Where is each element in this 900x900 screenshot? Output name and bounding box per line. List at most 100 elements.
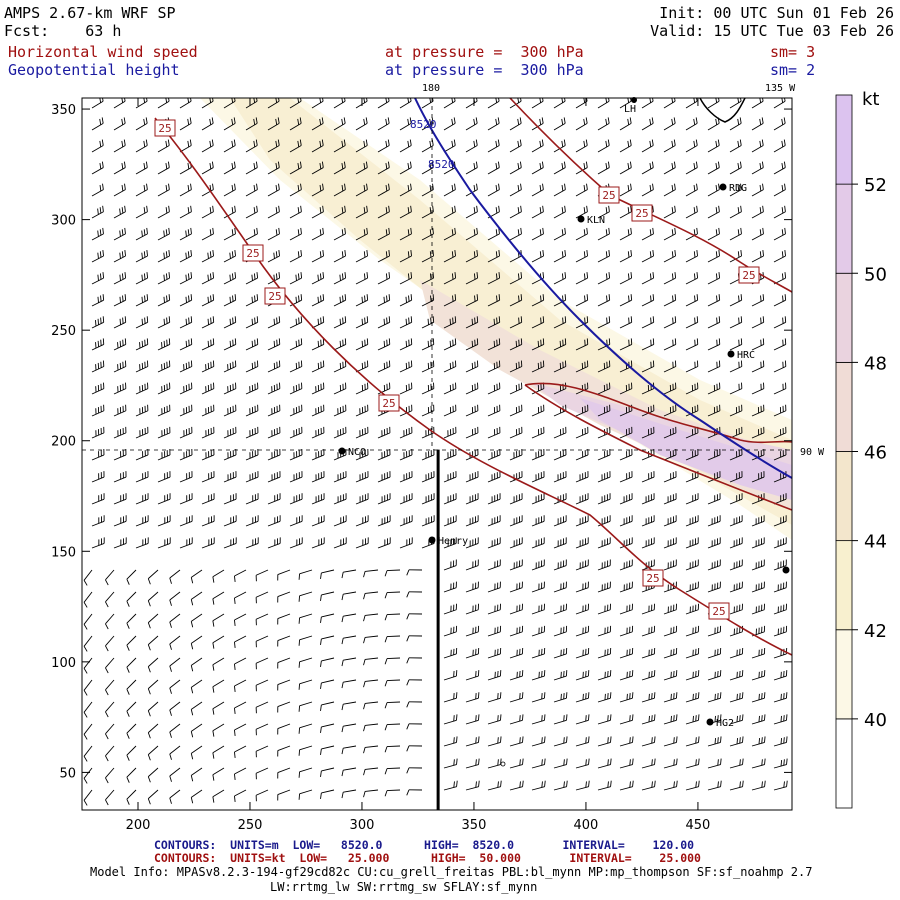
- wind-barb-shaft: [333, 299, 346, 307]
- wind-barb-flag: [320, 594, 322, 601]
- wind-barb-shaft: [113, 277, 126, 285]
- wind-barb-shaft: [443, 299, 456, 307]
- wind-barb-flag: [544, 736, 546, 743]
- wind-barb-shaft: [553, 233, 566, 241]
- wind-barb-flag: [563, 737, 565, 744]
- wind-barb-shaft: [386, 591, 401, 594]
- wind-barb-flag: [407, 229, 410, 236]
- wind-barb-flag: [561, 140, 564, 147]
- wind-barb-shaft: [333, 211, 346, 219]
- wind-barb-flag: [522, 758, 524, 765]
- wind-barb-flag: [366, 205, 368, 212]
- wind-barb-shaft: [421, 366, 434, 373]
- wind-barb-shaft: [597, 653, 611, 659]
- wind-barb-flag: [783, 715, 785, 722]
- wind-barb-flag: [209, 251, 212, 258]
- wind-barb-shaft: [399, 255, 412, 263]
- wind-barb-shaft: [201, 255, 214, 263]
- wind-barb-shaft: [685, 189, 698, 197]
- wind-barb-shaft: [553, 587, 567, 593]
- wind-barb-shaft: [234, 723, 247, 731]
- wind-barb-flag: [300, 294, 303, 301]
- wind-barb-shaft: [685, 211, 698, 219]
- wind-barb-flag: [478, 736, 480, 743]
- wind-barb-flag: [651, 139, 654, 146]
- wind-barb-shaft: [641, 432, 655, 439]
- wind-barb-shaft: [465, 742, 479, 747]
- wind-barb-shaft: [355, 122, 368, 131]
- wind-barb-flag: [495, 273, 498, 280]
- wind-barb-shaft: [267, 255, 280, 263]
- wind-barb-shaft: [707, 321, 720, 329]
- wind-barb-shaft: [126, 591, 137, 602]
- wind-barb-shaft: [575, 786, 589, 791]
- wind-barb-flag: [759, 140, 762, 147]
- wind-barb-shaft: [377, 410, 391, 417]
- wind-barb-flag: [406, 657, 410, 664]
- wind-barb-shaft: [201, 366, 214, 373]
- wind-barb-flag: [784, 294, 787, 301]
- wind-barb-flag: [99, 229, 102, 236]
- wind-barb-shaft: [91, 520, 105, 527]
- wind-barb-shaft: [179, 321, 192, 329]
- wind-barb-flag: [166, 295, 168, 302]
- wind-barb-flag: [454, 183, 456, 190]
- wind-barb-flag: [319, 185, 322, 192]
- wind-barb-shaft: [619, 675, 633, 681]
- wind-barb-shaft: [365, 657, 379, 660]
- wind-barb-shaft: [255, 701, 269, 708]
- wind-barb-flag: [388, 249, 390, 257]
- wind-barb-shaft: [135, 100, 148, 109]
- wind-barb-shaft: [399, 277, 412, 285]
- wind-barb-shaft: [157, 321, 170, 329]
- wind-barb-flag: [410, 272, 413, 279]
- wind-barb-shaft: [465, 719, 479, 725]
- wind-barb-shaft: [267, 233, 280, 241]
- wind-barb-flag: [742, 780, 744, 787]
- wind-barb-flag: [517, 273, 520, 280]
- wind-barb-flag: [366, 227, 368, 234]
- wind-barb-flag: [231, 251, 234, 258]
- wind-barb-shaft: [157, 542, 171, 549]
- wind-barb-shaft: [311, 255, 324, 263]
- wind-barb-flag: [517, 185, 520, 192]
- wind-barb-flag: [190, 775, 194, 782]
- colorbar-swatch: [835, 94, 853, 185]
- wind-barb-flag: [387, 139, 390, 146]
- wind-barb-flag: [495, 207, 498, 214]
- wind-barb-flag: [188, 295, 190, 302]
- wind-barb-flag: [344, 294, 347, 301]
- wind-barb-flag: [256, 227, 258, 234]
- wind-barb-flag: [453, 781, 455, 788]
- wind-barb-shaft: [147, 679, 159, 689]
- wind-barb-flag: [500, 736, 502, 743]
- wind-barb-shaft: [105, 657, 115, 669]
- wind-barb-flag: [586, 227, 588, 234]
- wind-barb-flag: [627, 251, 630, 258]
- wind-barb-flag: [541, 139, 544, 146]
- wind-barb-flag: [476, 227, 478, 234]
- wind-barb-shaft: [553, 255, 566, 263]
- wind-barb-flag: [676, 736, 678, 743]
- wind-barb-shaft: [386, 701, 401, 704]
- wind-barb-shaft: [751, 100, 764, 109]
- wind-barb-shaft: [553, 299, 566, 307]
- wind-barb-flag: [105, 777, 109, 784]
- wind-barb-shaft: [465, 520, 479, 527]
- wind-barb-shaft: [223, 167, 236, 175]
- wind-barb-shaft: [773, 565, 787, 571]
- wind-barb-shaft: [707, 388, 721, 395]
- wind-barb-flag: [278, 227, 280, 234]
- wind-barb-flag: [297, 229, 300, 236]
- y-tick-label: 200: [51, 435, 76, 450]
- wind-barb-shaft: [641, 299, 654, 307]
- wind-barb-flag: [495, 118, 498, 125]
- wind-barb-flag: [366, 183, 368, 190]
- wind-barb-flag: [742, 736, 744, 743]
- wind-barb-flag: [452, 295, 454, 302]
- wind-barb-flag: [607, 737, 609, 744]
- wind-barb-shaft: [157, 520, 171, 527]
- wind-barb-shaft: [267, 122, 280, 131]
- wind-barb-shaft: [399, 211, 412, 219]
- wind-barb-shaft: [234, 767, 247, 775]
